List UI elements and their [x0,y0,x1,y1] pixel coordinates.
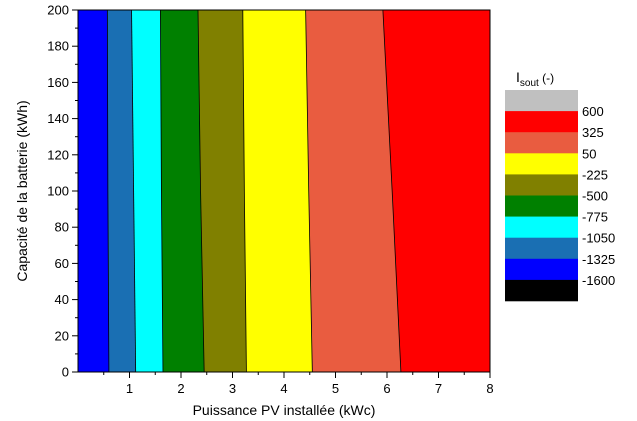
x-tick-label: 1 [126,381,133,396]
contour-band-5 [197,10,247,372]
y-axis: 0 20 40 60 80 100 120 140 160 180 200 [47,3,78,380]
y-tick-label: 120 [47,147,69,162]
x-tick-label: 5 [332,381,339,396]
legend-label: -1050 [582,231,615,246]
x-axis-label: Puissance PV installée (kWc) [193,402,376,418]
legend-swatch [505,111,578,133]
legend-title: Isout (-) [516,69,554,89]
contour-line-1 [106,9,110,373]
y-tick-label: 200 [47,3,69,18]
legend-swatch [505,258,578,281]
legend-label: -500 [582,189,608,204]
x-tick-label: 3 [229,381,236,396]
legend-label: 600 [582,104,604,119]
y-tick-label: 160 [47,75,69,90]
x-tick-label: 6 [383,381,390,396]
y-tick-label: 20 [55,328,69,343]
legend-label: -1600 [582,273,615,288]
legend-swatch [505,132,578,154]
legend-title-main: I [516,69,520,85]
legend-swatch [505,90,578,112]
y-tick-label: 0 [62,365,69,380]
contour-band-8 [382,10,490,372]
contour-line-4 [197,9,205,373]
legend-title-unit: (-) [539,71,554,85]
y-tick-label: 40 [55,292,69,307]
y-axis-label: Capacité de la batterie (kWh) [14,100,30,281]
contour-lines [106,9,402,373]
x-tick-label: 4 [280,381,287,396]
contour-band-6 [242,10,313,372]
legend-label: -775 [582,210,608,225]
x-tick-label: 8 [486,381,493,396]
legend-title-sub: sout [520,78,539,89]
x-tick-label: 2 [177,381,184,396]
legend-swatch [505,279,578,302]
y-tick-label: 140 [47,111,69,126]
legend-label: 325 [582,125,604,140]
contour-line-6 [305,9,313,373]
legend-swatch [505,174,578,196]
y-tick-label: 80 [55,220,69,235]
legend-label: 50 [582,146,596,161]
legend: Isout (-) 600 325 50 -225 -500 -775 -1050 -1325… [505,69,615,302]
legend-label: -225 [582,167,608,182]
contour-line-2 [131,9,137,373]
legend-items: 600 325 50 -225 -500 -775 -1050 -1325 -1600 [505,90,615,302]
contour-bands [78,10,490,372]
contour-band-4 [160,10,205,372]
x-tick-label: 7 [435,381,442,396]
contour-band-3 [131,10,163,372]
contour-line-7 [382,9,402,373]
contour-line-3 [160,9,164,373]
contour-band-7 [305,10,401,372]
legend-label: -1325 [582,252,615,267]
contour-band-2 [107,10,136,372]
y-tick-label: 100 [47,184,69,199]
legend-swatch [505,216,578,238]
legend-swatch [505,153,578,175]
legend-swatch [505,195,578,217]
y-tick-label: 180 [47,39,69,54]
contour-band-1 [78,10,109,372]
contour-line-5 [242,9,247,373]
y-tick-label: 60 [55,256,69,271]
x-axis: 1 2 3 4 5 6 7 8 [103,372,494,396]
legend-swatch [505,237,578,260]
